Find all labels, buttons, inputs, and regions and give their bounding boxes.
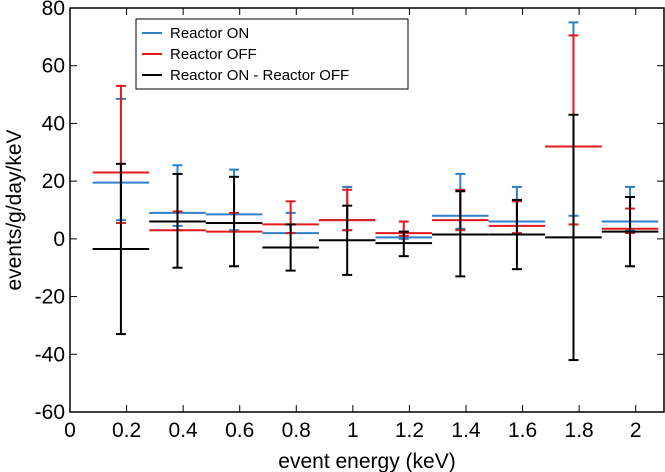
x-tick-label: 0.6 [225,419,254,442]
x-tick-label: 1.6 [508,419,537,442]
x-tick-label: 1.4 [451,419,481,442]
y-tick-label: 0 [53,228,65,251]
legend-label-reactor-off: Reactor OFF [170,46,257,63]
x-tick-label: 2 [630,419,642,442]
plot-frame [69,7,665,413]
x-tick-label: 1.8 [565,419,594,442]
legend-label-difference: Reactor ON - Reactor OFF [170,67,349,84]
x-tick-label: 0 [64,419,76,442]
series-2 [92,113,659,362]
data-layer [92,21,659,362]
x-tick-label: 0.2 [112,419,141,442]
legend: Reactor ON Reactor OFF Reactor ON - Reac… [135,18,409,90]
x-tick-label: 0.4 [169,419,199,442]
y-axis-label: events/g/day/keV [3,129,26,290]
x-tick-label: 1.2 [395,419,424,442]
y-tick-label: 60 [42,55,65,78]
y-tick-label: 80 [42,0,65,20]
x-tick-label: 0.8 [282,419,311,442]
y-tick-label: -20 [35,286,65,309]
y-tick-label: -60 [35,401,65,424]
y-tick-label: 40 [42,112,65,135]
axis-layer: 0 0.2 0.4 0.6 0.8 1 1.2 1.4 1.6 1.8 2 -60 -40 -20 0 20 4… [35,0,664,442]
legend-label-reactor-on: Reactor ON [170,25,249,42]
x-tick-label: 1 [347,419,359,442]
legend-box [135,18,409,90]
y-tick-label: 20 [42,170,65,193]
x-axis-label: event energy (keV) [278,450,455,472]
y-tick-label: -40 [35,343,65,366]
